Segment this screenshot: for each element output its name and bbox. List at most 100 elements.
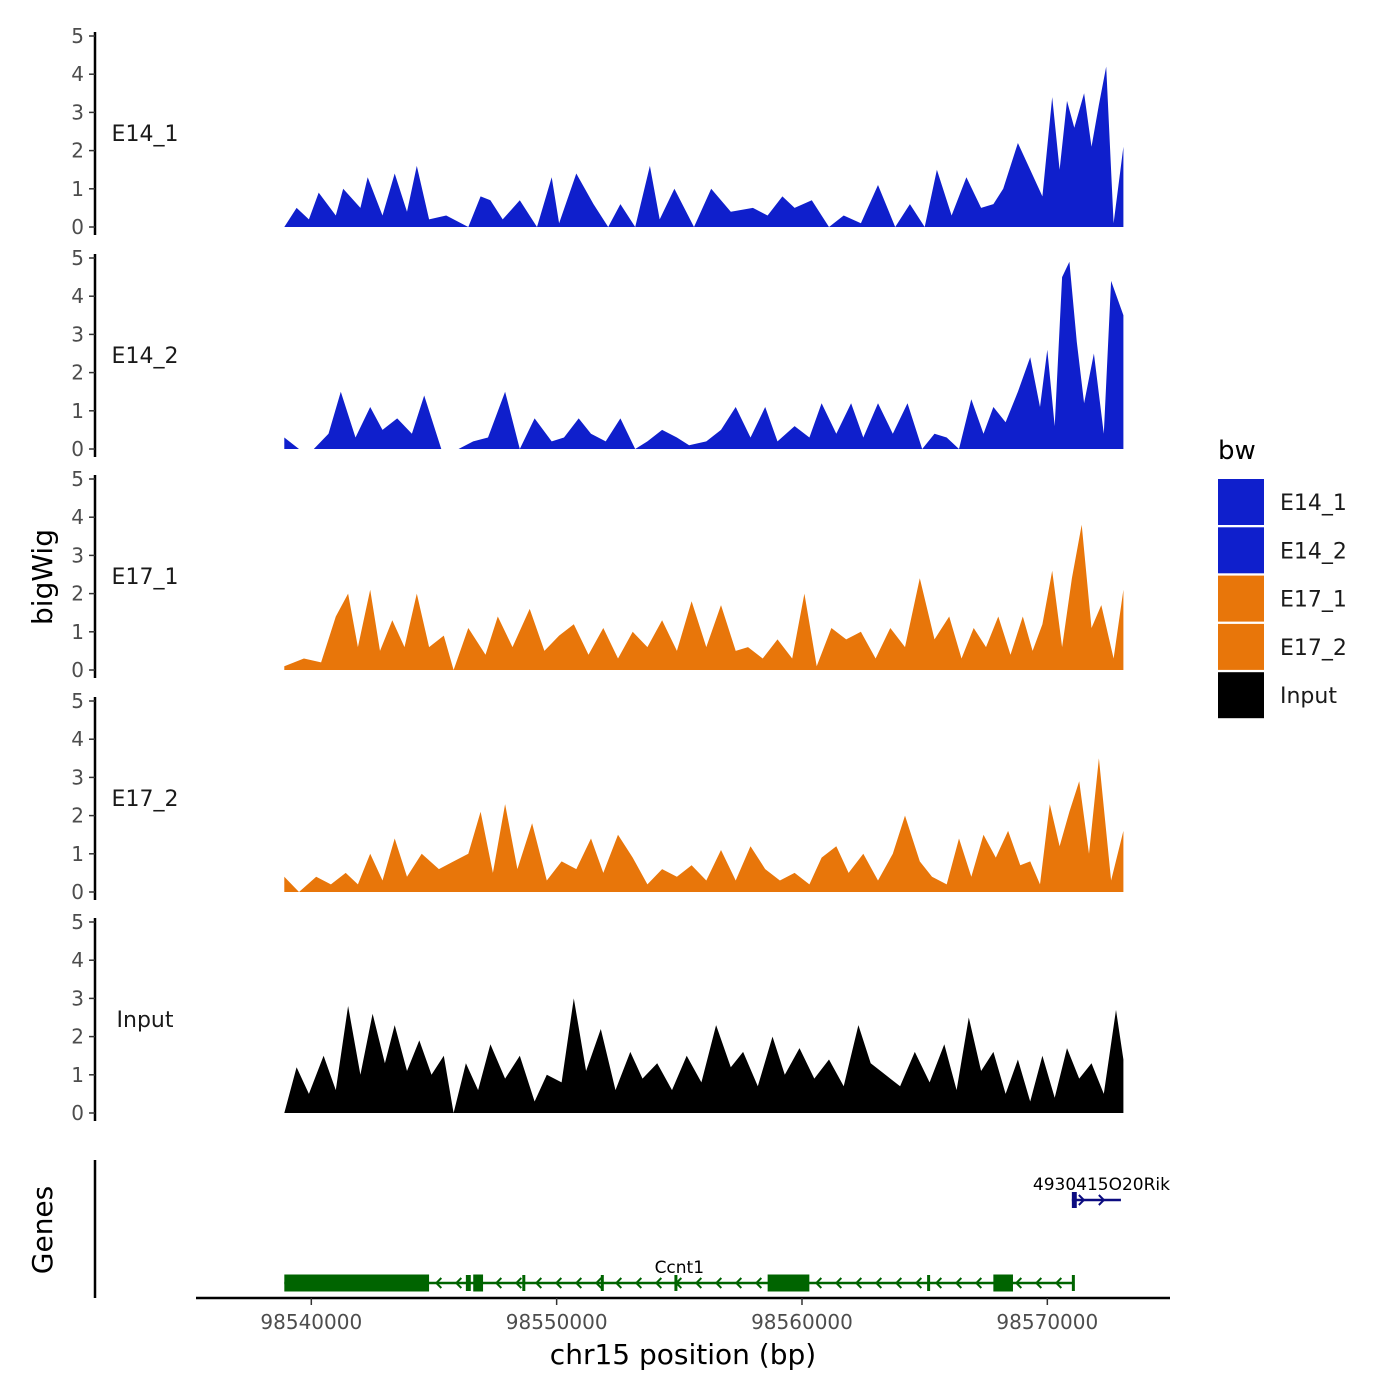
strand-arrow [454, 1277, 463, 1289]
y-tick-label: 2 [71, 804, 84, 828]
y-tick-label: 5 [71, 910, 84, 934]
x-tick-label: 98550000 [506, 1310, 608, 1334]
signal-area [284, 758, 1124, 892]
legend-label: E17_2 [1280, 636, 1347, 661]
legend-item-e14-1: E14_1 [1218, 479, 1347, 525]
legend-item-e17-1: E17_1 [1218, 575, 1347, 622]
track-e17-1: 0 1 2 3 4 5 E17_1 [71, 467, 1124, 682]
track-label: E14_2 [112, 344, 179, 369]
y-tick-label: 0 [71, 880, 84, 904]
strand-arrow [494, 1277, 503, 1289]
y-tick-label: 0 [71, 658, 84, 682]
y-tick-label: 4 [71, 62, 84, 86]
signal-area [284, 66, 1124, 227]
signal-area [284, 261, 1124, 449]
gene-label: Ccnt1 [655, 1258, 704, 1278]
y-tick-label: 3 [71, 322, 84, 346]
strand-arrow [654, 1277, 663, 1289]
strand-arrow [1054, 1277, 1063, 1289]
strand-arrow [594, 1277, 603, 1289]
strand-arrow [534, 1277, 543, 1289]
gene-exon [465, 1275, 471, 1291]
y-tick-label: 1 [71, 1063, 84, 1087]
gene-exon [993, 1274, 1013, 1292]
gene-exon [927, 1275, 931, 1291]
strand-arrow [714, 1277, 723, 1289]
legend-item-e17-2: E17_2 [1218, 623, 1347, 670]
strand-arrow [634, 1277, 643, 1289]
y-tick-label: 4 [71, 948, 84, 972]
track-label: E17_1 [112, 565, 179, 590]
x-tick-label: 98570000 [996, 1310, 1098, 1334]
strand-arrow [434, 1277, 443, 1289]
legend-swatch [1218, 623, 1264, 670]
y-tick-label: 1 [71, 620, 84, 644]
y-tick-label: 3 [71, 100, 84, 124]
y-tick-label: 3 [71, 765, 84, 789]
track-e17-2: 0 1 2 3 4 5 E17_2 [71, 689, 1124, 904]
legend-label: E14_2 [1280, 539, 1347, 564]
track-e14-2: 0 1 2 3 4 5 E14_2 [71, 246, 1124, 461]
track-e14-1: 0 1 2 3 4 5 E14_1 [71, 24, 1124, 239]
legend-item-e14-2: E14_2 [1218, 527, 1347, 574]
genes-panel: Ccnt1 4930415O20Rik [93, 1160, 1170, 1298]
gene-exon [284, 1274, 430, 1292]
strand-arrow [614, 1277, 623, 1289]
y-tick-label: 2 [71, 582, 84, 606]
strand-arrow [554, 1277, 563, 1289]
legend-label: E14_1 [1280, 491, 1347, 516]
signal-tracks: 0 1 2 3 4 5 E14_1 0 1 2 3 4 5 E14_2 0 1 2 3 4 5 E17_1 0 1 2 3 4 5 E… [71, 24, 1124, 1125]
legend-swatch [1218, 527, 1264, 574]
y-tick-label: 5 [71, 467, 84, 491]
strand-arrow [814, 1277, 823, 1289]
gene-exon [600, 1275, 604, 1291]
strand-arrow [854, 1277, 863, 1289]
track-input: 0 1 2 3 4 5 Input [71, 910, 1124, 1125]
strand-arrow [1098, 1194, 1106, 1206]
legend: bw E14_1 E14_2 E17_1 E17_2 Input [1218, 436, 1347, 719]
strand-arrow [914, 1277, 923, 1289]
x-tick-label: 98560000 [751, 1310, 853, 1334]
y-tick-label: 5 [71, 24, 84, 48]
strand-arrow [954, 1277, 963, 1289]
strand-arrow [1014, 1277, 1023, 1289]
strand-arrow [974, 1277, 983, 1289]
y-tick-label: 1 [71, 842, 84, 866]
y-tick-label: 0 [71, 215, 84, 239]
strand-arrow [754, 1277, 763, 1289]
gene-exon [767, 1274, 810, 1292]
gene-label: 4930415O20Rik [1033, 1175, 1170, 1195]
legend-swatch [1218, 672, 1264, 719]
strand-arrow [734, 1277, 743, 1289]
track-label: Input [117, 1008, 174, 1033]
strand-arrow [1034, 1277, 1043, 1289]
y-tick-label: 4 [71, 505, 84, 529]
legend-swatch [1218, 479, 1264, 525]
signal-area [284, 524, 1124, 670]
y-tick-label: 2 [71, 1025, 84, 1049]
strand-arrow [514, 1277, 523, 1289]
legend-label: E17_1 [1280, 588, 1347, 613]
strand-arrow [834, 1277, 843, 1289]
y-tick-label: 2 [71, 139, 84, 163]
y-tick-label: 3 [71, 986, 84, 1010]
gene-exon [522, 1275, 526, 1291]
gene-exon [473, 1274, 484, 1292]
legend-swatch [1218, 575, 1264, 622]
gene-exon [674, 1275, 678, 1291]
track-label: E14_1 [112, 122, 179, 147]
strand-arrow [894, 1277, 903, 1289]
y-axis-title: bigWig [26, 529, 59, 625]
y-tick-label: 1 [71, 399, 84, 423]
gene-4930415o20rik: 4930415O20Rik [1033, 1175, 1170, 1208]
x-axis-title: chr15 position (bp) [550, 1338, 816, 1371]
y-tick-label: 1 [71, 177, 84, 201]
legend-title: bw [1218, 436, 1256, 466]
gene-exon [1071, 1275, 1075, 1291]
y-tick-label: 0 [71, 437, 84, 461]
genes-axis-title: Genes [26, 1186, 59, 1274]
x-tick-label: 98540000 [260, 1310, 362, 1334]
gene-exon [1071, 1192, 1077, 1208]
y-tick-label: 2 [71, 361, 84, 385]
legend-label: Input [1280, 684, 1337, 709]
